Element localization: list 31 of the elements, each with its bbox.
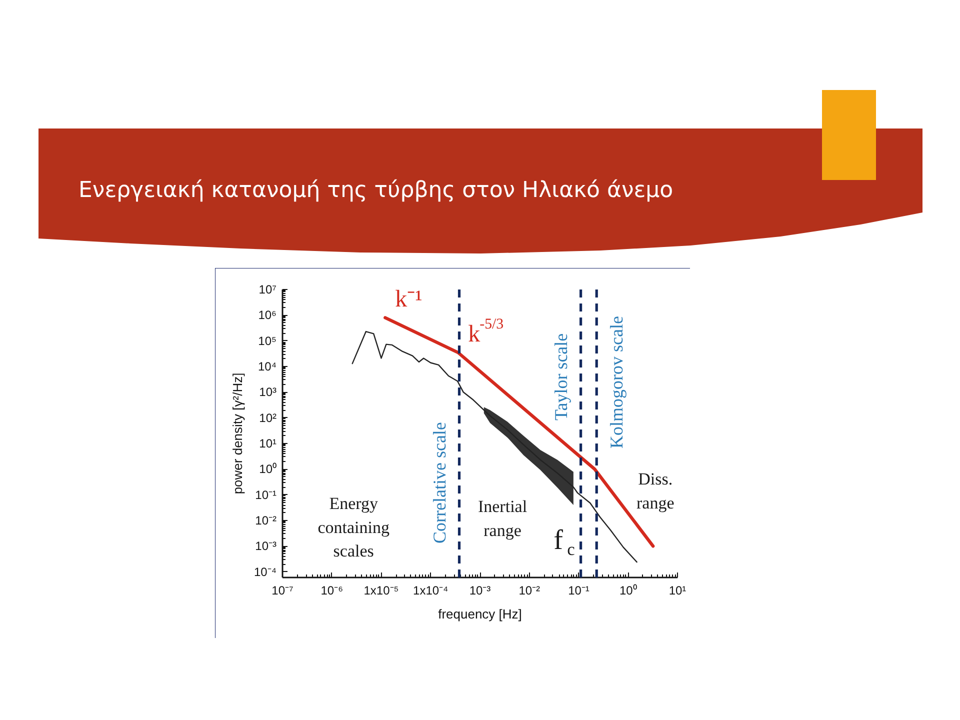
ref-line-label: Correlative scale [429,422,450,544]
annotation: k⁻¹ [395,286,422,313]
x-tick-label: 10⁻¹ [568,584,590,598]
y-tick-label: 10⁵ [258,334,277,348]
ref-line-label: Taylor scale [550,333,571,421]
y-tick-label: 10⁰ [259,462,277,476]
y-tick-label: 10⁶ [258,308,277,322]
x-tick-label: 10⁻³ [469,584,491,598]
y-tick-label: 10³ [259,385,277,400]
x-tick-label: 10⁰ [619,584,637,598]
x-tick-label: 10⁻⁷ [272,584,294,598]
y-tick-label: 10⁷ [258,282,277,296]
x-tick-label: 10⁻⁶ [320,584,344,598]
x-tick-label: 10¹ [668,584,686,598]
x-tick-label: 10⁻² [518,584,540,598]
y-tick-label: 10⁻² [255,513,277,528]
annotation: Inertial range [478,497,528,540]
x-tick-label: 1x10⁻⁵ [364,584,399,598]
y-axis-title: power density [γ²/Hz] [230,372,245,494]
y-tick-label: 10⁻⁴ [254,564,277,579]
ref-line-label: Kolmogorov scale [606,316,627,448]
y-tick-label: 10⁻¹ [255,488,277,502]
chart-title: Ενεργειακή κατανομή της τύρβης στον Ηλιακό άνεμο [78,178,674,203]
y-tick-label: 10⁴ [258,359,277,374]
annotation: Diss. range [636,470,674,512]
x-axis-title: frequency [Hz] [438,606,522,622]
annotation: Energy containing scales [318,494,390,561]
x-tick-label: 1x10⁻⁴ [413,584,448,598]
y-tick-label: 10² [259,410,277,425]
y-tick-label: 10¹ [259,436,277,450]
y-tick-label: 10⁻³ [255,539,277,554]
